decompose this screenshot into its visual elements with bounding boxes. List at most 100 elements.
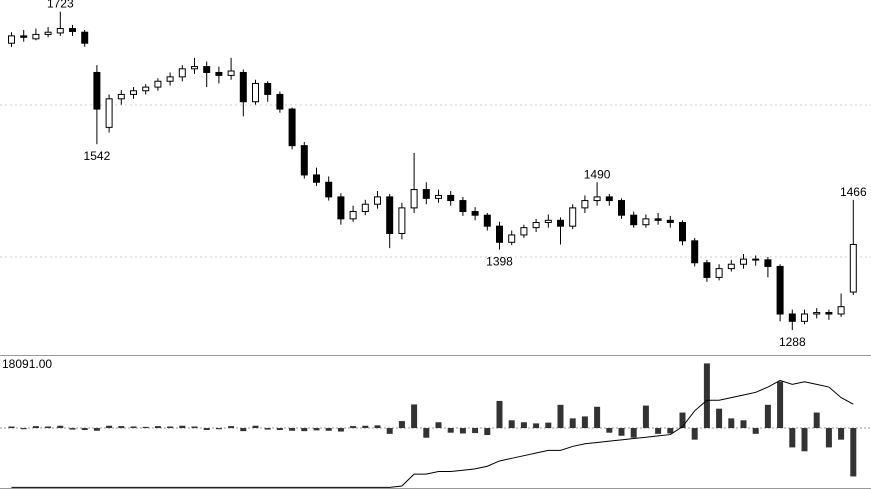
- volume-bar: [435, 422, 442, 429]
- volume-bar: [557, 404, 564, 429]
- volume-bar: [679, 412, 686, 429]
- candle-body: [422, 189, 430, 199]
- volume-bar: [81, 428, 88, 430]
- candle-body: [105, 98, 113, 128]
- candle-body: [666, 219, 674, 224]
- volume-bar: [801, 428, 808, 452]
- candle-body: [142, 86, 150, 92]
- volume-bar: [838, 428, 845, 440]
- candle-body: [203, 66, 211, 73]
- high-label: 1723: [47, 0, 74, 11]
- volume-bar: [167, 426, 174, 429]
- candle-body: [849, 243, 857, 293]
- candle-body: [374, 196, 381, 205]
- volume-bar: [374, 425, 381, 429]
- candle-body: [361, 203, 369, 213]
- candle-body: [349, 211, 357, 220]
- candle-body: [386, 196, 394, 234]
- candle-body: [825, 312, 833, 315]
- candle-body: [605, 196, 613, 202]
- volume-bar: [764, 404, 771, 429]
- candle-body: [618, 200, 625, 216]
- candle-body: [508, 234, 516, 243]
- candle-body: [532, 222, 540, 229]
- candle-body: [740, 258, 747, 265]
- volume-bar: [8, 426, 15, 429]
- volume-bar: [337, 428, 344, 432]
- volume-bar: [264, 428, 271, 430]
- candle-body: [117, 93, 125, 100]
- candle-body: [679, 222, 686, 242]
- volume-bar: [325, 428, 332, 431]
- candle-body: [471, 211, 479, 216]
- candle-body: [520, 227, 528, 236]
- volume-bar: [618, 428, 625, 436]
- candle-body: [459, 200, 467, 213]
- volume-bar: [362, 425, 369, 429]
- volume-bar: [203, 428, 210, 430]
- volume-bar: [520, 422, 527, 429]
- candle-body: [715, 268, 723, 278]
- volume-bar: [301, 428, 308, 432]
- candle-body: [130, 90, 137, 95]
- candle-body: [654, 218, 662, 221]
- candle-body: [642, 218, 650, 226]
- volume-bar: [728, 418, 735, 429]
- candle-body: [496, 225, 503, 243]
- volume-bar: [179, 425, 186, 429]
- candle-body: [56, 28, 64, 34]
- candle-body: [764, 259, 772, 267]
- candle-body: [252, 82, 259, 103]
- volume-bar: [106, 425, 113, 429]
- candle-body: [313, 174, 320, 183]
- candle-body: [178, 68, 186, 78]
- volume-bar: [472, 428, 479, 434]
- candle-body: [227, 70, 235, 76]
- volume-bar: [740, 420, 747, 429]
- volume-bar: [154, 426, 161, 429]
- candle-body: [81, 31, 89, 44]
- candle-body: [239, 71, 247, 103]
- volume-bar: [789, 428, 796, 448]
- volume-bar: [57, 425, 64, 429]
- volume-bar: [350, 426, 357, 429]
- volume-bar: [825, 428, 832, 448]
- volume-bar: [606, 428, 613, 433]
- volume-bar: [533, 423, 540, 429]
- volume-bar: [813, 412, 820, 429]
- volume-bar: [32, 426, 39, 429]
- volume-bar: [667, 428, 674, 434]
- candle-body: [788, 313, 796, 322]
- volume-bar: [240, 428, 247, 432]
- candle-body: [337, 196, 345, 220]
- candle-body: [191, 66, 198, 70]
- high-label: 1466: [840, 185, 867, 199]
- volume-bar: [691, 428, 698, 440]
- volume-bar: [20, 428, 27, 430]
- candle-body: [801, 313, 808, 322]
- candle-body: [691, 240, 699, 264]
- candle-body: [837, 306, 845, 315]
- low-label: 1542: [84, 149, 111, 163]
- candle-body: [264, 82, 272, 95]
- volume-bar: [313, 428, 320, 431]
- candle-body: [325, 181, 333, 198]
- candle-body: [593, 196, 601, 202]
- candle-body: [776, 265, 784, 315]
- candle-body: [544, 219, 552, 224]
- volume-bar: [45, 426, 52, 429]
- low-label: 1398: [486, 255, 513, 269]
- volume-bar: [459, 428, 466, 434]
- volume-bar: [289, 428, 296, 431]
- candle-body: [483, 214, 491, 227]
- volume-bar: [642, 405, 649, 429]
- candle-body: [703, 262, 711, 278]
- volume-bar: [484, 428, 491, 436]
- low-label: 1288: [779, 335, 806, 349]
- candle-body: [154, 80, 162, 88]
- candle-body: [557, 219, 564, 227]
- volume-bar: [752, 428, 759, 434]
- candle-body: [630, 214, 638, 226]
